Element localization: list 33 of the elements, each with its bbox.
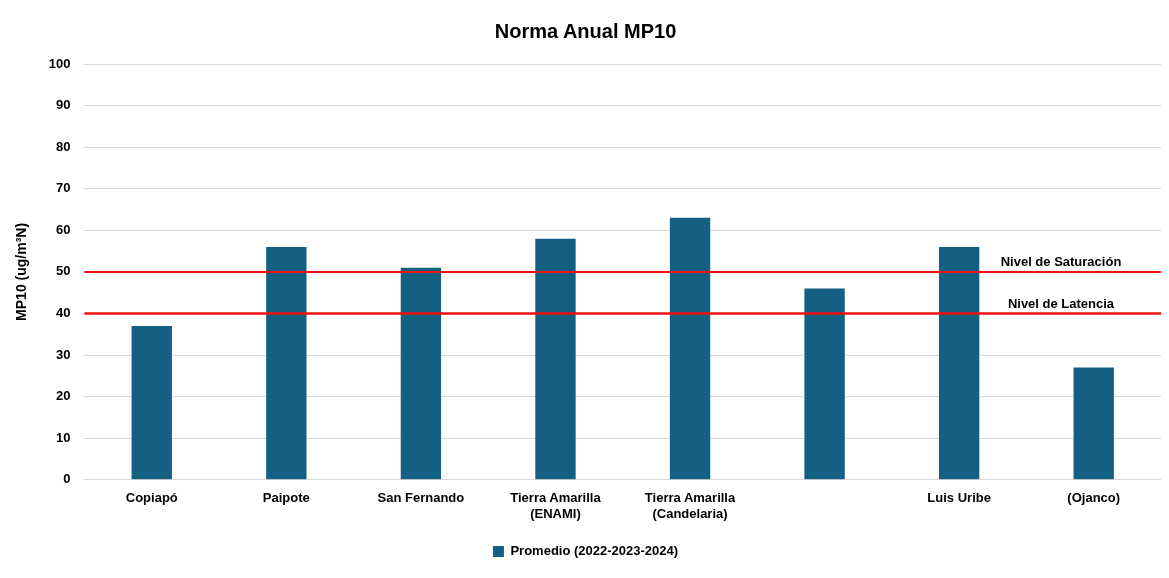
bar bbox=[535, 238, 576, 480]
y-tick-label: 10 bbox=[56, 429, 71, 445]
y-tick-label: 20 bbox=[56, 388, 71, 404]
chart-title: Norma Anual MP10 bbox=[494, 19, 677, 42]
y-tick-label: 60 bbox=[56, 221, 71, 237]
x-tick-label: Luis Uribe bbox=[927, 490, 991, 506]
x-tick-label: Paipote bbox=[262, 490, 310, 506]
y-tick-label: 100 bbox=[48, 55, 71, 71]
y-tick-label: 80 bbox=[56, 138, 71, 154]
y-tick-label: 70 bbox=[56, 180, 71, 196]
bar bbox=[938, 246, 980, 480]
bar bbox=[804, 288, 845, 480]
legend-label: Promedio (2022-2023-2024) bbox=[510, 543, 679, 559]
ref-line-label: Nivel de Saturación bbox=[1000, 253, 1122, 269]
x-tick-label: (Ojanco) bbox=[1067, 490, 1121, 506]
y-tick-label: 0 bbox=[63, 471, 71, 487]
category-label: Tierra Amarilla bbox=[644, 490, 736, 506]
category-label: Tierra Amarilla bbox=[510, 490, 601, 506]
bar bbox=[400, 267, 442, 480]
category-label: (Candelaria) bbox=[652, 505, 728, 521]
y-tick-label: 40 bbox=[56, 305, 71, 321]
y-axis-title: MP10 (ug/m³N) bbox=[13, 222, 30, 321]
bar bbox=[669, 217, 711, 480]
x-tick-label: San Fernando bbox=[377, 490, 465, 506]
ref-line-label: Nivel de Latencia bbox=[1007, 295, 1115, 311]
bar bbox=[1073, 367, 1114, 480]
y-tick-label: 90 bbox=[56, 97, 71, 113]
bar bbox=[131, 325, 172, 480]
y-tick-label: 50 bbox=[56, 263, 71, 279]
x-tick-label: Copiapó bbox=[125, 490, 178, 506]
category-label: (ENAMI) bbox=[530, 505, 581, 521]
bar bbox=[266, 246, 307, 480]
y-tick-label: 30 bbox=[56, 346, 71, 362]
